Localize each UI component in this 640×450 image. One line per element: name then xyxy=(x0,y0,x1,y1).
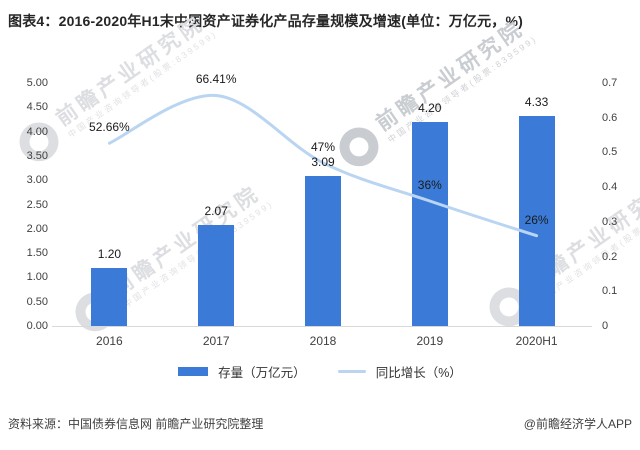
legend: 存量（万亿元） 同比增长（%） xyxy=(0,362,640,380)
y-axis-tick-left: 5.00 xyxy=(26,77,48,89)
y-axis-tick-right: 0.2 xyxy=(602,250,618,263)
y-axis-tick-left: 2.50 xyxy=(26,198,48,211)
legend-line-label: 同比增长（%） xyxy=(375,365,462,380)
watermark-text: 前瞻产业研究院 xyxy=(107,181,265,301)
bar-value-label-2016: 1.20 xyxy=(97,246,122,261)
x-axis-line xyxy=(52,326,592,327)
bar-2016 xyxy=(91,267,128,326)
watermark-text: 前瞻产业研究院 xyxy=(371,16,529,136)
bar-value-label-2017: 2.07 xyxy=(204,204,228,219)
growth-value-label-2019: 36% xyxy=(417,178,442,193)
growth-value-label-2016: 52.66% xyxy=(89,120,130,135)
legend-bar-label: 存量（万亿元） xyxy=(218,365,306,380)
y-axis-tick-left: 4.00 xyxy=(26,125,48,138)
growth-value-label-2020H1: 26% xyxy=(524,212,549,227)
growth-value-label-2018: 47% xyxy=(310,139,336,154)
bar-value-label-2020H1: 4.33 xyxy=(524,94,549,109)
y-axis-tick-left: 4.50 xyxy=(26,101,48,114)
watermark: 前瞻产业研究院 中国产业咨询领导者(股票:839599) xyxy=(11,6,221,169)
chart-title: 图表4：2016-2020年H1末中国资产证券化产品存量规模及增速(单位：万亿元… xyxy=(8,13,524,29)
x-axis-label-2020H1: 2020H1 xyxy=(515,334,558,348)
watermark-subtext: 中国产业咨询领导者(股票:839599) xyxy=(385,33,539,145)
credit-note: @前瞻经济学人APP xyxy=(523,417,632,431)
y-axis-tick-left: 1.50 xyxy=(26,247,48,260)
x-axis-label-2018: 2018 xyxy=(309,334,337,348)
y-axis-tick-right: 0.3 xyxy=(602,215,618,228)
y-axis-tick-left: 0.50 xyxy=(26,295,48,308)
x-axis-label-2017: 2017 xyxy=(202,334,230,348)
qianzhan-logo-icon xyxy=(19,122,59,162)
footer: 资料来源：中国债券信息网 前瞻产业研究院整理 @前瞻经济学人APP xyxy=(8,415,632,432)
y-axis-tick-right: 0 xyxy=(602,320,609,332)
bar-2019 xyxy=(411,121,448,326)
bar-value-label-2019: 4.20 xyxy=(418,100,442,115)
bar-value-label-2018: 3.09 xyxy=(311,154,335,169)
legend-line-swatch-icon xyxy=(337,369,366,373)
bar-2018 xyxy=(305,175,341,326)
y-axis-tick-left: 3.00 xyxy=(26,174,48,187)
y-axis-tick-right: 0.4 xyxy=(602,181,618,194)
y-axis-tick-left: 0.00 xyxy=(26,320,48,332)
growth-value-label-2017: 66.41% xyxy=(195,72,237,87)
watermark-text: 前瞻产业研究院 xyxy=(51,11,209,131)
legend-bar-swatch-icon xyxy=(178,366,209,376)
bar-2017 xyxy=(198,225,235,326)
y-axis-tick-right: 0.6 xyxy=(602,111,618,124)
y-axis-tick-right: 0.7 xyxy=(602,77,618,89)
y-axis-tick-left: 2.00 xyxy=(26,222,48,235)
source-note: 资料来源：中国债券信息网 前瞻产业研究院整理 xyxy=(8,417,264,431)
x-axis-label-2019: 2019 xyxy=(416,334,444,348)
x-axis-label-2016: 2016 xyxy=(96,334,123,348)
y-axis-tick-right: 0.1 xyxy=(602,285,618,298)
y-axis-tick-left: 1.00 xyxy=(26,271,48,284)
y-axis-tick-right: 0.5 xyxy=(602,146,618,159)
y-axis-tick-left: 3.50 xyxy=(26,149,48,162)
